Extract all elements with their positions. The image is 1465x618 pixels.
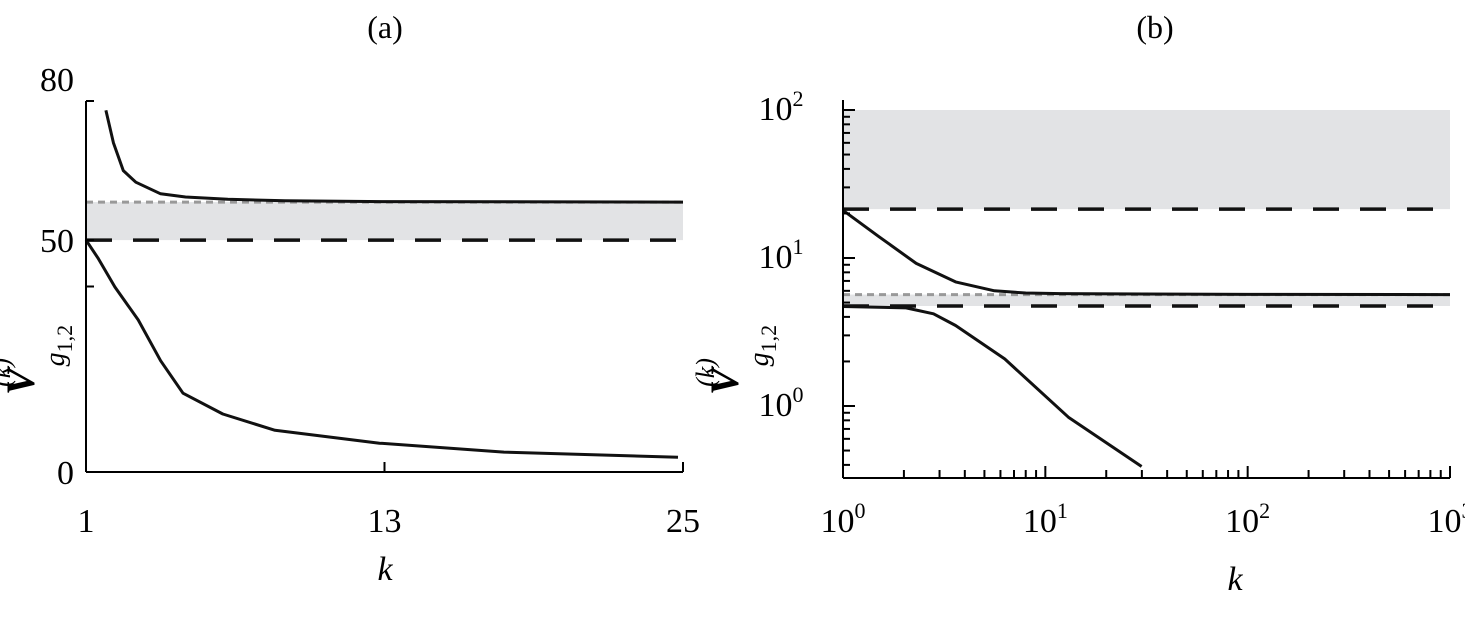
panel-b: (b)100101102103100101102kVg1,2(k) [691,9,1465,598]
series-curve-2 [842,305,1143,468]
shaded-band [87,202,683,241]
x-tick-exponent: 0 [855,498,866,523]
y-label-sup: (k) [691,358,720,387]
panel-a: (a) 1 13 25 0 50 80 k Vg1,2 (k) [0,9,700,588]
y-label-subsub: 1,2 [756,325,781,353]
y-axis-label: Vg1,2 (k) [0,325,77,395]
series-curve-1 [842,209,1451,297]
y-label-sup: (k) [0,358,16,387]
x-tick-label: 102 [1225,498,1270,540]
y-tick-exponent: 0 [793,382,804,407]
x-tick-label: 103 [1428,498,1465,540]
y-tick-label: 50 [40,223,74,260]
y-label-base: V [0,365,43,395]
y-tick-base: 10 [759,239,793,276]
x-tick-base: 10 [821,503,855,540]
y-tick-label: 0 [57,455,74,492]
shaded-band [844,110,1450,210]
x-tick-label: 101 [1023,498,1068,540]
y-tick-label: 101 [759,234,804,276]
y-label-sub: g [744,352,775,366]
panel-title: (b) [1136,9,1173,45]
panel-title: (a) [367,9,403,45]
x-tick-label: 1 [78,503,95,540]
x-tick-base: 10 [1225,503,1259,540]
x-tick-exponent: 2 [1259,498,1270,523]
y-tick-base: 10 [759,387,793,424]
x-tick-base: 10 [1023,503,1057,540]
x-tick-label: 100 [821,498,866,540]
y-label-subsub: 1,2 [52,325,77,353]
x-tick-exponent: 3 [1462,498,1465,523]
y-tick-label: 80 [40,62,74,99]
x-tick-exponent: 1 [1057,498,1068,523]
y-axis-label: Vg1,2 (k) [691,325,781,395]
y-tick-exponent: 2 [793,86,804,111]
y-tick-base: 10 [759,91,793,128]
x-tick-base: 10 [1428,503,1462,540]
y-tick-label: 102 [759,86,804,128]
series-curve-2 [84,239,679,459]
y-label-base: V [702,365,747,395]
series-curve-1 [104,109,684,204]
shaded-band [844,294,1450,306]
y-tick-label: 100 [759,382,804,424]
x-tick-label: 25 [666,503,700,540]
x-tick-label: 13 [368,503,402,540]
y-label-sub: g [40,352,71,366]
y-tick-exponent: 1 [793,234,804,259]
x-axis-label: k [1227,561,1243,598]
x-axis-label: k [377,551,393,588]
